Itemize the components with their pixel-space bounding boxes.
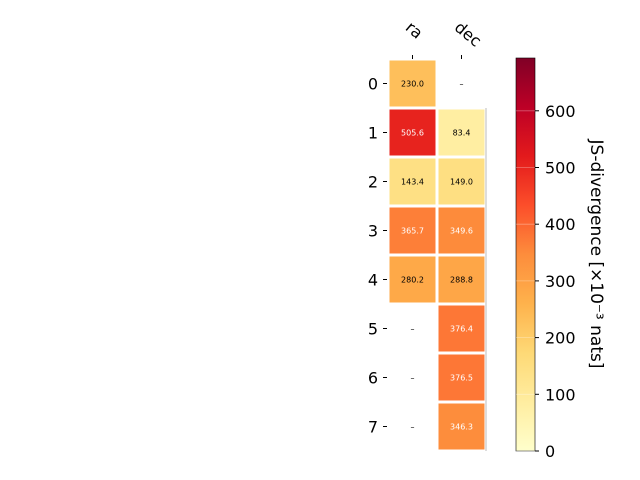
cell-label: 376.5 <box>450 374 473 383</box>
row-label: 5 <box>368 320 378 339</box>
row-label: 1 <box>368 124 378 143</box>
colorbar-tick-label: 200 <box>545 329 576 348</box>
column-label: ra <box>402 18 427 43</box>
cell-label: 143.4 <box>401 178 424 187</box>
heatmap-cell <box>438 109 485 156</box>
row-label: 7 <box>368 418 378 437</box>
heatmap-cell <box>438 158 485 205</box>
row-labels: 0 1 2 3 4 5 6 7 <box>368 75 387 437</box>
heatmap-cell <box>438 403 485 450</box>
heatmap-cell <box>389 158 436 205</box>
cell-label: 346.3 <box>450 423 473 432</box>
row-label: 0 <box>368 75 378 94</box>
colorbar-tick-label: 0 <box>545 442 555 461</box>
cell-label-empty: – <box>460 80 464 89</box>
cell-label: 149.0 <box>450 178 473 187</box>
cell-label: 349.6 <box>450 227 473 236</box>
cell-label-empty: – <box>411 325 415 334</box>
heatmap-cell <box>389 60 436 107</box>
cell-label: 288.8 <box>450 276 473 285</box>
row-label: 3 <box>368 222 378 241</box>
heatmap-cell <box>438 354 485 401</box>
cell-label-empty: – <box>411 374 415 383</box>
column-labels: ra dec <box>402 18 485 59</box>
cell-label: 83.4 <box>453 129 471 138</box>
colorbar-gradient <box>515 57 536 452</box>
cell-label-empty: – <box>411 423 415 432</box>
row-label: 4 <box>368 271 378 290</box>
colorbar-tick-label: 500 <box>545 158 576 177</box>
colorbar-tick-label: 600 <box>545 102 576 121</box>
heatmap-cell <box>438 305 485 352</box>
heatmap-cell <box>389 109 436 156</box>
cell-label: 280.2 <box>401 276 424 285</box>
colorbar: 0 100 200 300 400 500 600 <box>515 57 576 461</box>
colorbar-tick-label: 100 <box>545 385 576 404</box>
cell-label: 230.0 <box>401 80 424 89</box>
colorbar-tick-label: 400 <box>545 215 576 234</box>
cell-label: 365.7 <box>401 227 424 236</box>
heatmap-cell <box>438 256 485 303</box>
heatmap-cell <box>438 207 485 254</box>
row-label: 2 <box>368 173 378 192</box>
cell-label: 376.4 <box>450 325 473 334</box>
colorbar-label: JS-divergence [×10⁻³ nats] <box>586 139 606 369</box>
column-label: dec <box>451 18 485 51</box>
heatmap-cell <box>389 207 436 254</box>
heatmap-cell <box>389 256 436 303</box>
colorbar-tick-label: 300 <box>545 272 576 291</box>
cell-label: 505.6 <box>401 129 424 138</box>
heatmap-cells: 230.0 – 505.6 83.4 143.4 149.0 365.7 349.6 280.2… <box>389 60 487 451</box>
row-label: 6 <box>368 369 378 388</box>
